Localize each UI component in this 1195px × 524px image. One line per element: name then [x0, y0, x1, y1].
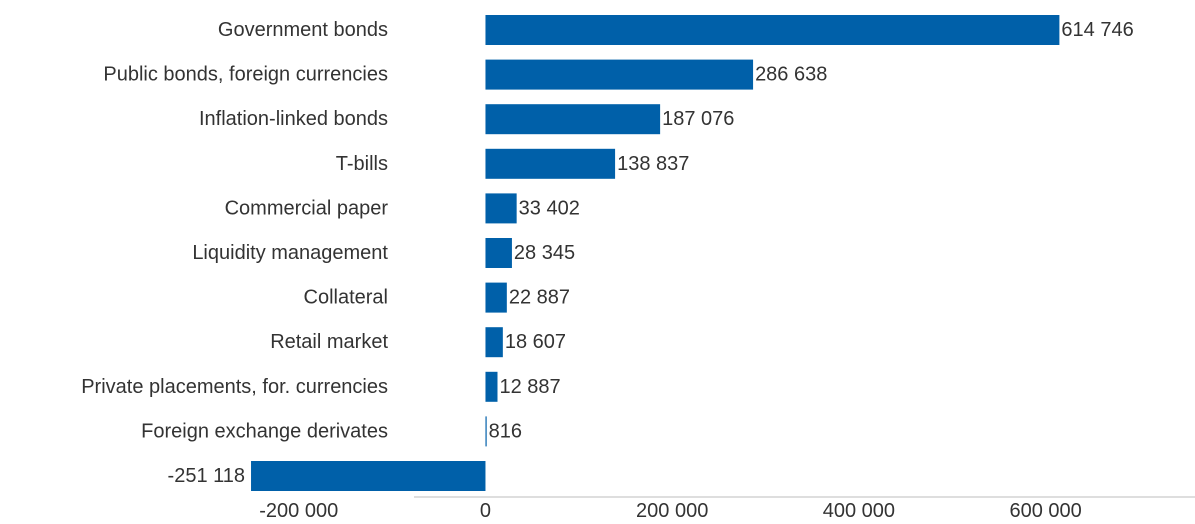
bar-commercial-paper — [485, 193, 517, 224]
value-label-inflation-linked-bonds: 187 076 — [662, 108, 734, 130]
value-labels: 614 746 286 638 187 076 138 837 33 402 28 345… — [168, 19, 1134, 487]
bar-on-lending — [251, 461, 486, 491]
bar-collateral — [485, 282, 507, 313]
x-tick-label: 200 000 — [636, 500, 708, 522]
bar-private-placements-for-currencies — [485, 371, 498, 402]
category-label-commercial-paper: Commercial paper — [225, 197, 389, 219]
value-label-on-lending: -251 118 — [168, 465, 245, 487]
category-label-collateral: Collateral — [304, 287, 388, 309]
bar-foreign-exchange-derivates — [485, 416, 487, 447]
x-tick-label: 0 — [480, 500, 491, 522]
x-tick-label: 600 000 — [1009, 500, 1081, 522]
bar-public-bonds-foreign-currencies — [485, 59, 754, 90]
value-label-t-bills: 138 837 — [617, 153, 689, 175]
category-label-foreign-exchange-derivates: Foreign exchange derivates — [141, 420, 388, 442]
bar-inflation-linked-bonds — [485, 104, 661, 135]
category-label-liquidity-management: Liquidity management — [192, 242, 388, 264]
bars — [251, 15, 1060, 491]
category-labels: Government bonds Public bonds, foreign cu… — [81, 19, 388, 487]
value-label-retail-market: 18 607 — [505, 331, 566, 353]
value-label-commercial-paper: 33 402 — [519, 197, 580, 219]
category-label-government-bonds: Government bonds — [218, 19, 388, 41]
value-label-collateral: 22 887 — [509, 287, 570, 309]
value-label-liquidity-management: 28 345 — [514, 242, 575, 264]
bar-t-bills — [485, 148, 616, 179]
x-axis-tick-labels: -200 000 0 200 000 400 000 600 000 — [259, 500, 1082, 522]
category-label-t-bills: T-bills — [336, 153, 388, 175]
value-label-public-bonds-foreign-currencies: 286 638 — [755, 64, 827, 86]
category-label-private-placements-for-currencies: Private placements, for. currencies — [81, 376, 388, 398]
x-tick-label: 400 000 — [823, 500, 895, 522]
value-label-government-bonds: 614 746 — [1061, 19, 1133, 41]
bar-liquidity-management — [485, 238, 512, 268]
category-label-inflation-linked-bonds: Inflation-linked bonds — [199, 108, 388, 130]
bar-government-bonds — [485, 15, 1060, 45]
category-label-public-bonds-foreign-currencies: Public bonds, foreign currencies — [103, 64, 388, 86]
value-label-private-placements-for-currencies: 12 887 — [499, 376, 560, 398]
bar-retail-market — [485, 327, 503, 358]
category-label-retail-market: Retail market — [270, 331, 388, 353]
value-label-foreign-exchange-derivates: 816 — [489, 420, 522, 442]
x-tick-label: -200 000 — [259, 500, 338, 522]
